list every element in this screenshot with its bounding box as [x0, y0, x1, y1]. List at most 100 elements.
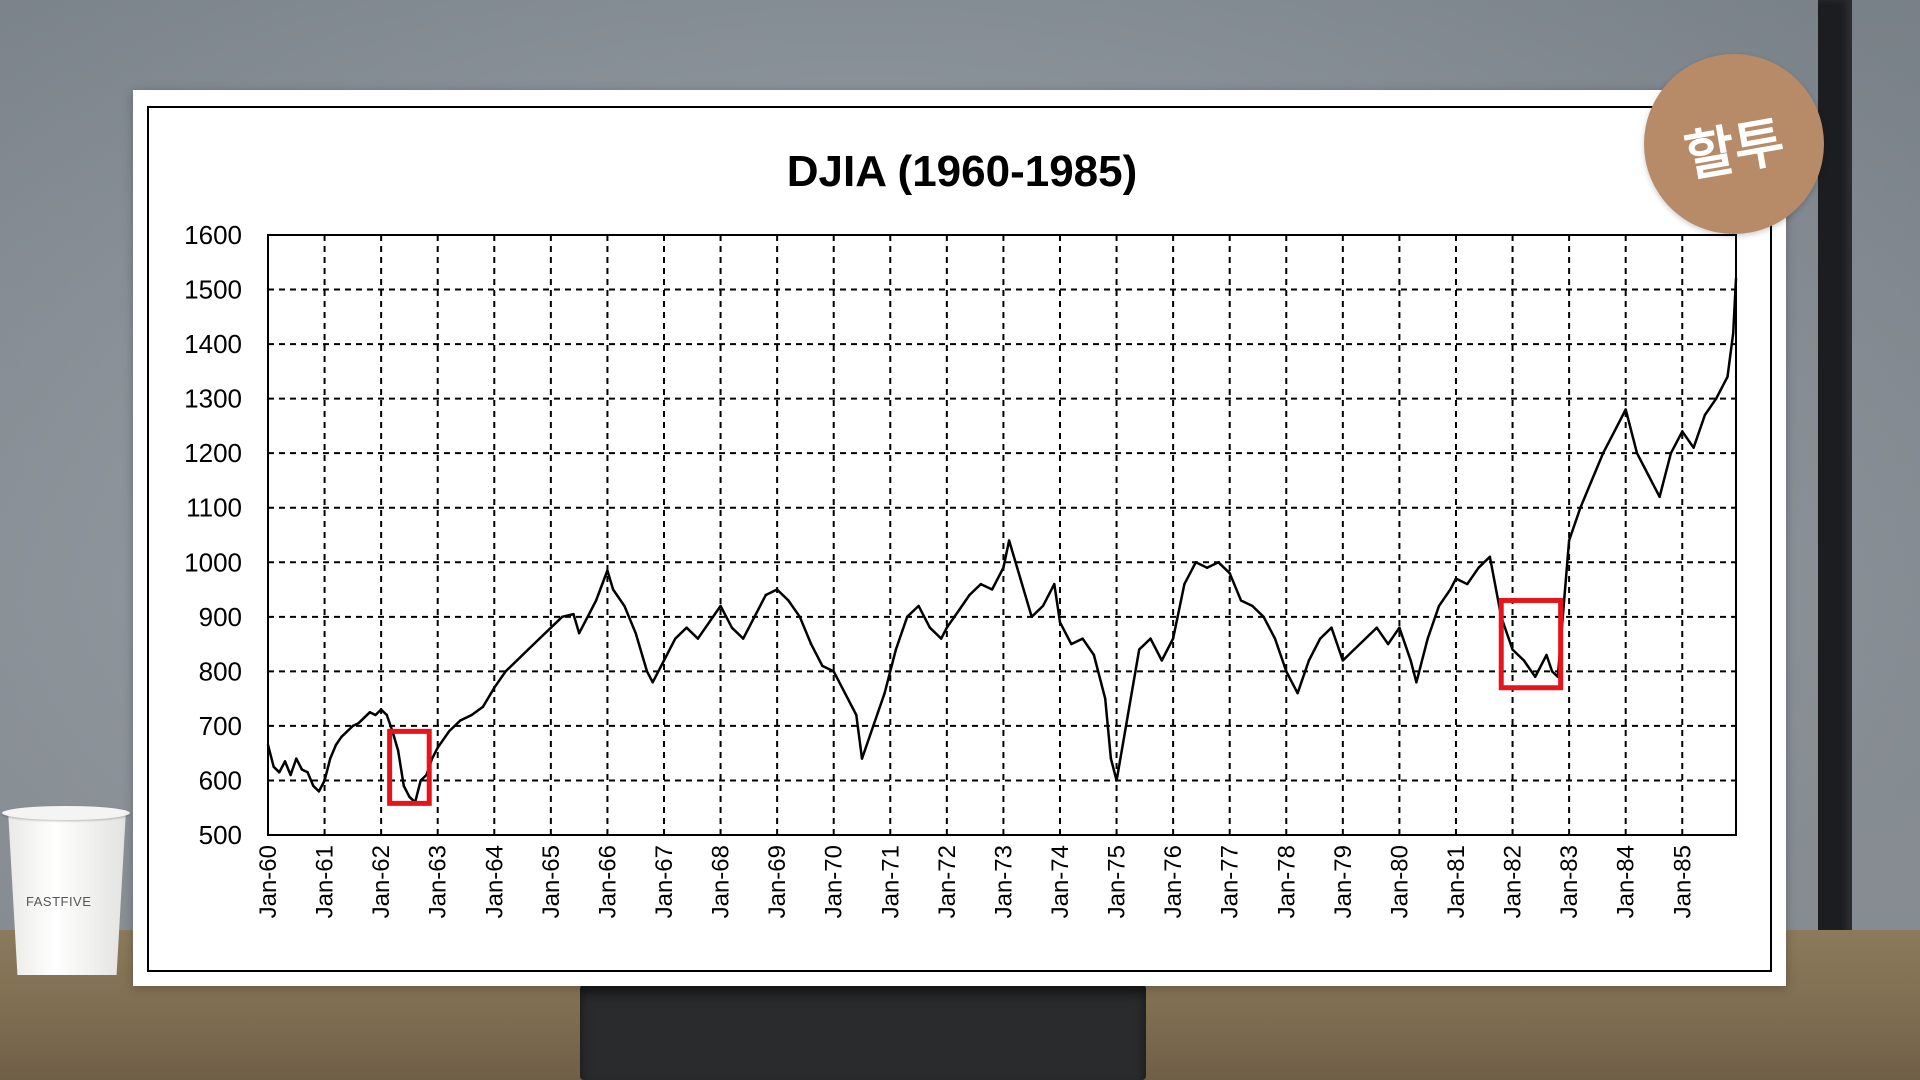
data-point [1341, 659, 1345, 662]
data-point [357, 721, 360, 725]
data-point [1731, 331, 1735, 335]
data-point [1426, 637, 1429, 640]
data-point [1171, 637, 1175, 640]
data-point [741, 637, 745, 640]
data-point [1285, 670, 1288, 673]
data-point [645, 670, 649, 673]
data-point [1398, 626, 1401, 629]
x-tick-label: Jan-72 [934, 845, 961, 918]
data-point [945, 626, 949, 629]
data-point [708, 621, 711, 624]
data-point [1364, 637, 1367, 640]
data-point [323, 779, 326, 782]
cup-label: FASTFIVE [26, 894, 92, 909]
chart-title: DJIA (1960-1985) [787, 147, 1138, 196]
data-point [1715, 397, 1718, 400]
data-point [662, 659, 666, 662]
data-point [1533, 675, 1537, 679]
data-point [917, 604, 920, 608]
data-point [968, 593, 971, 597]
series-line-djia [266, 278, 1738, 804]
data-point [1149, 637, 1152, 640]
data-point [470, 713, 473, 717]
data-point [1669, 451, 1673, 455]
data-point [419, 779, 422, 782]
y-tick-label: 900 [199, 602, 242, 632]
data-point [623, 604, 626, 608]
data-point [685, 626, 688, 629]
x-tick-label: Jan-68 [708, 845, 735, 918]
data-point [1590, 479, 1593, 482]
data-point [504, 670, 507, 673]
data-point [1511, 648, 1514, 651]
data-point [894, 648, 898, 651]
data-point [1092, 653, 1096, 657]
x-tick-label: Jan-78 [1273, 845, 1300, 918]
data-point [719, 604, 722, 608]
data-point [1415, 681, 1418, 684]
channel-logo-badge: 할투 [1644, 54, 1824, 234]
highlight-box [1498, 597, 1564, 691]
data-point [1545, 653, 1548, 657]
data-point [1002, 566, 1005, 569]
data-point [345, 730, 349, 733]
y-tick-label: 1000 [184, 547, 242, 577]
data-point [402, 784, 405, 788]
x-tick-label: Jan-76 [1160, 845, 1187, 918]
data-point [1409, 659, 1412, 662]
data-point [979, 582, 982, 586]
data-point [1352, 648, 1356, 651]
data-point [883, 691, 886, 695]
data-point [1681, 430, 1684, 433]
y-tick-label: 800 [199, 656, 242, 686]
y-tick-label: 1500 [184, 275, 242, 305]
data-point [1296, 691, 1299, 695]
data-point [1030, 615, 1033, 619]
data-point [1703, 413, 1707, 417]
data-point [408, 795, 411, 799]
plot-border [267, 234, 1737, 836]
data-point [560, 615, 564, 619]
data-point [278, 771, 281, 774]
djia-chart: DJIA (1960-1985) 500 600 700 800 900 1000 1100… [184, 147, 1738, 918]
data-point [634, 631, 637, 635]
channel-logo-text: 할투 [1680, 109, 1790, 189]
data-point [515, 659, 519, 662]
data-point [1273, 637, 1277, 640]
data-point [1307, 659, 1311, 662]
x-tick-label: Jan-74 [1047, 845, 1074, 918]
data-point [860, 757, 864, 760]
data-point [990, 588, 994, 591]
data-point [696, 637, 700, 640]
data-point [1137, 648, 1141, 651]
x-tick-label: Jan-69 [764, 845, 791, 918]
data-point [1126, 713, 1130, 717]
data-point [1449, 588, 1452, 591]
data-point [272, 765, 275, 769]
data-point [459, 719, 462, 722]
y-tick-label: 1200 [184, 438, 242, 468]
x-tick-label: Jan-71 [877, 845, 904, 918]
data-point [583, 621, 586, 624]
data-point [538, 637, 541, 640]
data-point [1734, 277, 1738, 280]
data-point [340, 735, 343, 739]
data-point [1205, 566, 1209, 569]
data-point [1454, 577, 1458, 580]
annotation-layer [387, 597, 1564, 806]
data-point [1437, 604, 1441, 608]
chart-frame [147, 106, 1772, 972]
data-point [385, 713, 388, 717]
x-tick-label: Jan-80 [1386, 845, 1413, 918]
data-point [730, 626, 734, 629]
data-point [1194, 561, 1197, 564]
data-point [928, 626, 932, 629]
data-point [872, 724, 875, 728]
data-point [1375, 626, 1378, 629]
x-tick-label: Jan-82 [1500, 845, 1527, 918]
data-point [1319, 637, 1322, 640]
data-point [1550, 670, 1554, 673]
data-point [1070, 642, 1073, 646]
data-point [493, 686, 496, 689]
data-point [939, 637, 943, 640]
